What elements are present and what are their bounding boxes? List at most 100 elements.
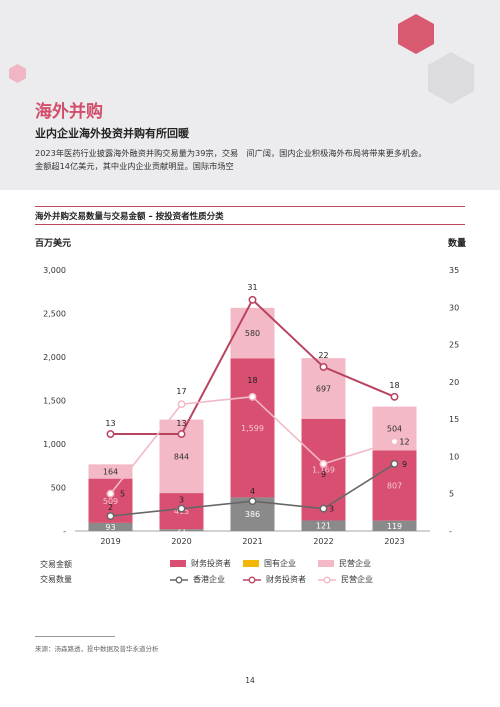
bar-segment	[301, 418, 346, 521]
count-value-label: 13	[176, 419, 186, 428]
y-tick-label: 2,500	[43, 310, 66, 319]
chart-title: 海外并购交易数量与交易金额 – 按投资者性质分类	[35, 212, 224, 222]
count-point	[248, 295, 257, 304]
y-axis-label-left: 百万美元	[35, 239, 72, 249]
legend-item-amount-state: 国有企业	[243, 558, 296, 569]
bar-value-label: 164	[103, 467, 118, 476]
source-note: 来源：汤森路透，投中数据及普华永道分析	[35, 645, 159, 653]
y-axis-label-right: 数量	[448, 239, 467, 249]
count-point	[390, 392, 399, 401]
pink-hexagon-decoration	[9, 64, 26, 83]
bar-value-label: 509	[103, 497, 118, 506]
legend-label: 民营企业	[339, 559, 371, 568]
legend-item-count-hk: 香港企业	[170, 574, 225, 585]
legend-item-amount-private: 民营企业	[318, 558, 371, 569]
bar-value-label: 580	[245, 329, 260, 338]
count-value-label: 3	[329, 505, 334, 514]
section-title: 海外并购	[35, 102, 103, 122]
y2-tick-label: 25	[449, 341, 459, 350]
count-value-label: 17	[176, 387, 186, 396]
count-value-label: 18	[389, 381, 399, 390]
count-value-label: 3	[179, 496, 184, 505]
count-point	[248, 392, 257, 401]
y-tick-label: 1,500	[43, 397, 66, 406]
legend-item-count-financial: 财务投资者	[243, 574, 306, 585]
y2-tick-label: 35	[449, 266, 459, 275]
count-point	[177, 400, 186, 409]
y-tick-label: 1,000	[43, 440, 66, 449]
bar-value-label: 504	[387, 425, 402, 434]
legend-line-marker	[243, 576, 261, 583]
y2-tick-label: 30	[449, 303, 459, 312]
y-tick-label: -	[63, 527, 66, 536]
count-point	[106, 430, 115, 439]
count-point	[390, 437, 399, 446]
legend-item-amount-financial: 财务投资者	[170, 558, 231, 569]
count-value-label: 4	[250, 487, 255, 496]
intro-line: 2023年医药行业披露海外融资并购交易量为39宗，交易 间广阔，国内企业积极海外…	[35, 148, 427, 158]
legend-line-marker	[170, 576, 188, 583]
red-hexagon-decoration	[398, 14, 434, 54]
legend-swatch	[318, 560, 334, 567]
legend-swatch	[170, 560, 186, 567]
y-tick-label: 2,000	[43, 353, 66, 362]
legend-label: 香港企业	[193, 575, 225, 584]
bar-segment	[301, 520, 346, 531]
count-point	[177, 504, 186, 513]
source-rule	[35, 636, 115, 637]
x-tick-label: 2019	[100, 537, 120, 546]
grey-hexagon-decoration	[428, 52, 474, 104]
bar-value-label: 119	[387, 522, 402, 531]
chart-top-rule	[35, 206, 465, 207]
legend-line-marker	[318, 576, 336, 583]
bar-value-label: 21	[176, 526, 186, 535]
count-value-label: 18	[247, 376, 257, 385]
y-tick-label: 500	[51, 484, 66, 493]
x-tick-label: 2023	[384, 537, 404, 546]
page-number: 14	[245, 676, 255, 685]
y2-tick-label: 5	[449, 490, 454, 499]
bar-segment	[230, 358, 275, 498]
bar-segment	[230, 307, 275, 359]
count-value-label: 31	[247, 283, 257, 292]
count-point	[106, 512, 115, 521]
count-value-label: 5	[120, 490, 125, 499]
y-tick-label: 3,000	[43, 266, 66, 275]
bar-segment	[88, 522, 133, 531]
legend-row-label-amount: 交易金额	[40, 560, 72, 569]
count-value-label: 9	[402, 460, 407, 469]
bar-value-label: 121	[316, 522, 331, 531]
legend-row-label-count: 交易数量	[40, 575, 72, 584]
bar-value-label: 1,169	[312, 466, 335, 475]
bar-value-label: 844	[174, 452, 189, 461]
y2-tick-label: -	[449, 527, 452, 536]
count-point	[248, 497, 257, 506]
bar-value-label: 93	[105, 523, 115, 532]
x-tick-label: 2021	[242, 537, 262, 546]
chart-title-rule	[35, 224, 465, 225]
bar-segment	[88, 464, 133, 479]
count-value-label: 13	[105, 419, 115, 428]
x-tick-label: 2022	[313, 537, 333, 546]
y2-tick-label: 20	[449, 378, 459, 387]
count-point	[319, 459, 328, 468]
y2-tick-label: 15	[449, 415, 459, 424]
bar-value-label: 807	[387, 482, 402, 491]
legend-item-count-private: 民营企业	[318, 574, 373, 585]
bar-segment	[372, 520, 417, 531]
section-subtitle: 业内企业海外投资并购有所回暖	[35, 127, 189, 140]
bar-value-label: 386	[245, 510, 260, 519]
intro-paragraph: 2023年医药行业披露海外融资并购交易量为39宗，交易 间广阔，国内企业积极海外…	[35, 147, 475, 173]
bar-value-label: 1,599	[241, 424, 264, 433]
count-value-label: 12	[399, 438, 409, 447]
count-value-label: 2	[108, 503, 113, 512]
count-point	[319, 362, 328, 371]
count-value-label: 9	[321, 470, 326, 479]
bar-segment	[159, 529, 204, 531]
count-point	[106, 489, 115, 498]
bar-value-label: 697	[316, 384, 331, 393]
intro-line: 金额超14亿美元，其中业内企业贡献明显。国际市场空	[35, 161, 234, 171]
count-value-label: 22	[318, 351, 328, 360]
legend-label: 财务投资者	[266, 575, 306, 584]
legend-label: 国有企业	[264, 559, 296, 568]
